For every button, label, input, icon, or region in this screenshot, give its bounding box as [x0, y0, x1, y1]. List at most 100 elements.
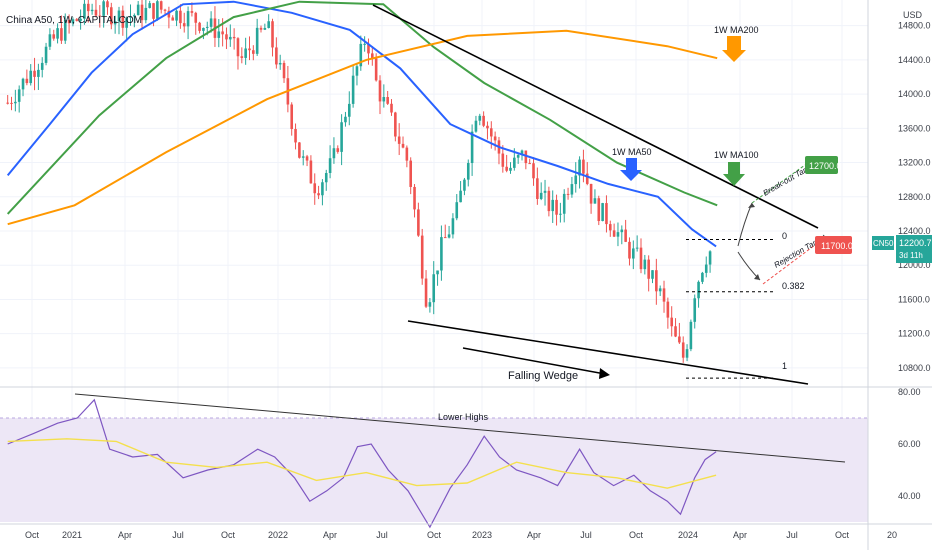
candle-body — [589, 183, 593, 204]
candle-body — [67, 19, 71, 24]
candle-body — [509, 167, 512, 171]
candle-body — [309, 160, 313, 184]
price-tick-label: 11200.0 — [898, 329, 930, 339]
rsi-ma-line — [7, 438, 717, 489]
fib-level-1: 1 — [782, 361, 787, 371]
fib-level-0382: 0.382 — [782, 281, 805, 291]
candle-body — [704, 264, 708, 273]
candle-body — [171, 17, 175, 21]
candle-body — [209, 18, 213, 27]
candle-body — [463, 179, 466, 191]
candle-body — [324, 172, 328, 183]
candle-body — [616, 232, 620, 237]
candle-body — [267, 21, 270, 28]
ma200-label: 1W MA200 — [714, 25, 759, 35]
fib-level-0: 0 — [782, 231, 787, 241]
candle-body — [133, 15, 136, 17]
candle-body — [228, 36, 232, 40]
candle-body — [658, 288, 662, 292]
candle-body — [582, 159, 585, 174]
candle-body — [397, 136, 401, 144]
candle-body — [248, 48, 251, 51]
candle-body — [144, 7, 148, 21]
candle-body — [29, 70, 33, 84]
candle-body — [681, 342, 685, 358]
candle-body — [282, 62, 286, 79]
candle-body — [455, 202, 459, 219]
candle-body — [482, 115, 485, 126]
candle-body — [17, 89, 21, 102]
candle-body — [263, 27, 267, 30]
candle-body — [420, 235, 424, 279]
candle-body — [347, 103, 351, 117]
candle-body — [666, 301, 670, 318]
candle-body — [413, 186, 416, 210]
candle-body — [313, 183, 317, 194]
candle-body — [102, 1, 105, 16]
candle-body — [48, 34, 52, 47]
candle-body — [405, 147, 409, 161]
time-tick-label: Jul — [580, 530, 592, 540]
ma-line-1w-ma50 — [6, 0, 717, 248]
candle-body — [56, 28, 59, 39]
candle-body — [593, 198, 597, 204]
candle-body — [117, 10, 121, 22]
candle-body — [570, 184, 574, 195]
candle-body — [121, 10, 125, 28]
candle-body — [632, 248, 635, 259]
time-tick-label: Apr — [733, 530, 747, 540]
candle-body — [21, 78, 25, 90]
candle-body — [493, 136, 497, 141]
price-tick-label: 13600.0 — [898, 123, 931, 133]
price-tick-label: 12800.0 — [898, 192, 931, 202]
candle-body — [159, 1, 163, 10]
candle-body — [374, 58, 378, 81]
price-tick-label: 10800.0 — [898, 363, 931, 373]
time-tick-label: 2023 — [472, 530, 492, 540]
candle-body — [543, 190, 547, 193]
candle-body — [428, 302, 432, 307]
candle-body — [44, 46, 48, 63]
candle-body — [390, 103, 393, 113]
candle-body — [255, 27, 259, 54]
candle-body — [37, 69, 40, 77]
candle-body — [417, 209, 420, 236]
candle-body — [236, 38, 240, 57]
candle-body — [110, 7, 113, 25]
candle-body — [75, 19, 79, 21]
rsi-tick-label: 80.00 — [898, 387, 921, 397]
candle-body — [271, 21, 274, 48]
price-tick-label: 14400.0 — [898, 55, 931, 65]
candle-body — [90, 9, 94, 12]
candle-body — [394, 112, 397, 137]
time-tick-label: Jul — [786, 530, 798, 540]
price-tick-label: 12400.0 — [898, 226, 931, 236]
candle-body — [129, 16, 132, 18]
candle-body — [179, 10, 182, 24]
time-tick-label: Jul — [172, 530, 184, 540]
time-tick-label: Apr — [118, 530, 132, 540]
wedge-upper-line — [372, 4, 819, 229]
candle-body — [340, 122, 343, 152]
candle-body — [440, 237, 443, 271]
candle-body — [401, 143, 405, 148]
candle-body — [259, 27, 263, 30]
last-price-tag: 12200.7 3d 11h — [896, 235, 932, 263]
candle-body — [344, 116, 347, 123]
candle-body — [655, 270, 658, 292]
rsi-tick-label: 40.00 — [898, 491, 921, 501]
ma50-arrow — [620, 158, 642, 181]
rejection-arrowhead — [754, 274, 760, 280]
candle-body — [186, 11, 190, 27]
currency-label: USD — [903, 10, 923, 20]
candle-body — [63, 19, 67, 41]
lower-highs-label: Lower Highs — [438, 412, 489, 422]
candle-body — [202, 27, 205, 31]
time-tick-label: Apr — [527, 530, 541, 540]
breakout-price-tag: 12700.0 — [805, 156, 842, 174]
candle-body — [662, 288, 666, 302]
price-tick-label: 13200.0 — [898, 158, 931, 168]
candle-body — [651, 270, 654, 279]
candle-body — [685, 349, 689, 358]
